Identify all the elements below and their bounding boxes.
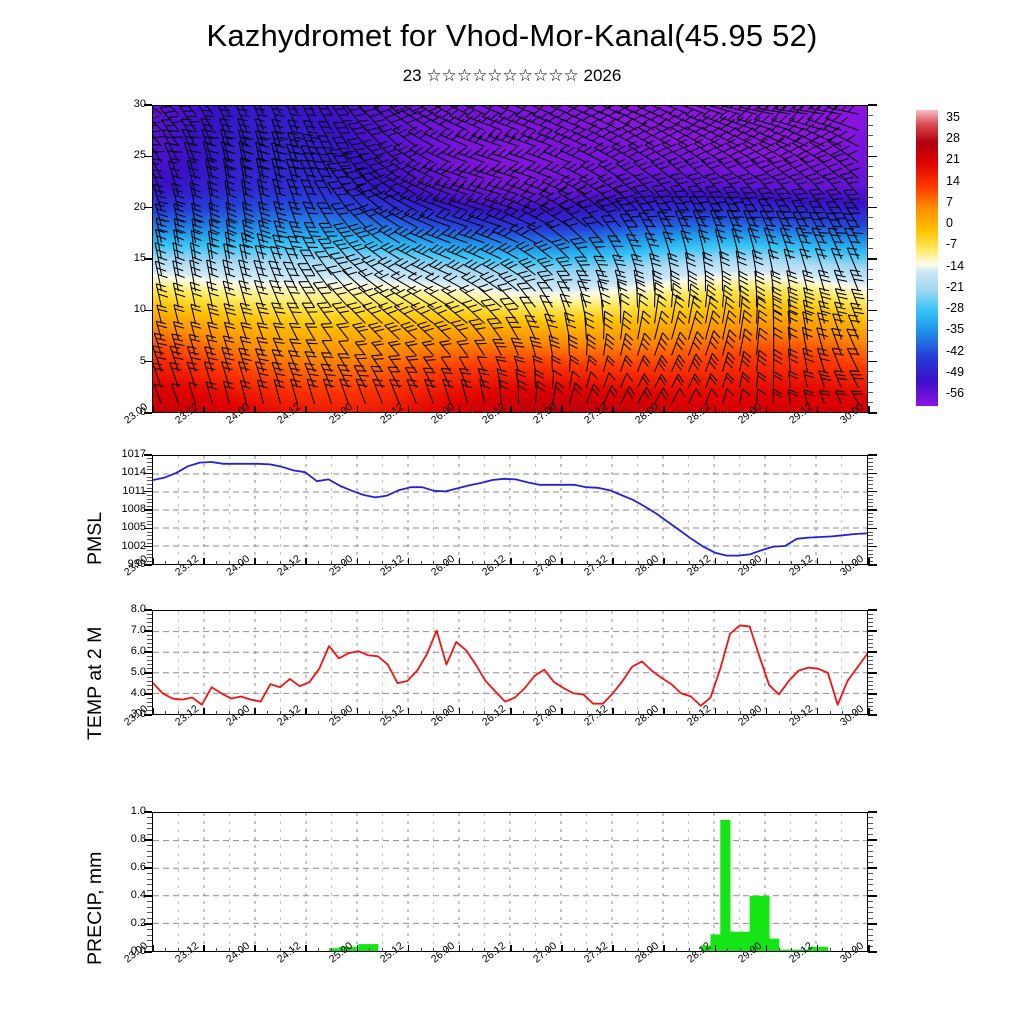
precip-axis-title: PRECIP, mm (84, 852, 107, 965)
colorbar-tick-label: 28 (946, 131, 960, 145)
cross-section-plot (153, 106, 867, 412)
colorbar-tick-label: -49 (946, 365, 964, 379)
colorbar-tick-label: -35 (946, 322, 964, 336)
colorbar-tick-label: -56 (946, 386, 964, 400)
pmsl-axis-title: PMSL (84, 512, 107, 565)
colorbar-tick-label: 14 (946, 174, 960, 188)
colorbar-tick-label: -28 (946, 301, 964, 315)
precip-plot (153, 813, 867, 951)
subtitle-day: 23 (403, 66, 422, 85)
pmsl-panel (152, 455, 868, 565)
temp-plot (153, 611, 867, 714)
colorbar-tick-label: 0 (946, 216, 953, 230)
colorbar-tick-label: -21 (946, 280, 964, 294)
subtitle-year: 2026 (583, 66, 621, 85)
page-subtitle: 23 ☆☆☆☆☆☆☆☆☆☆ 2026 (0, 66, 1024, 86)
colorbar-tick-label: 35 (946, 110, 960, 124)
colorbar-tick-label: -14 (946, 259, 964, 273)
temperature-colorbar (916, 110, 938, 406)
colorbar-tick-label: -7 (946, 237, 957, 251)
precip-panel (152, 812, 868, 952)
pmsl-plot (153, 456, 867, 564)
temp-axis-title: TEMP at 2 M (84, 627, 107, 740)
temp-panel (152, 610, 868, 715)
colorbar-tick-label: 21 (946, 152, 960, 166)
subtitle-month-glyphs: ☆☆☆☆☆☆☆☆☆☆ (426, 66, 578, 85)
cross-section-panel (152, 105, 868, 413)
page-title: Kazhydromet for Vhod-Mor-Kanal(45.95 52) (0, 18, 1024, 54)
colorbar-tick-label: 7 (946, 195, 953, 209)
colorbar-tick-label: -42 (946, 344, 964, 358)
